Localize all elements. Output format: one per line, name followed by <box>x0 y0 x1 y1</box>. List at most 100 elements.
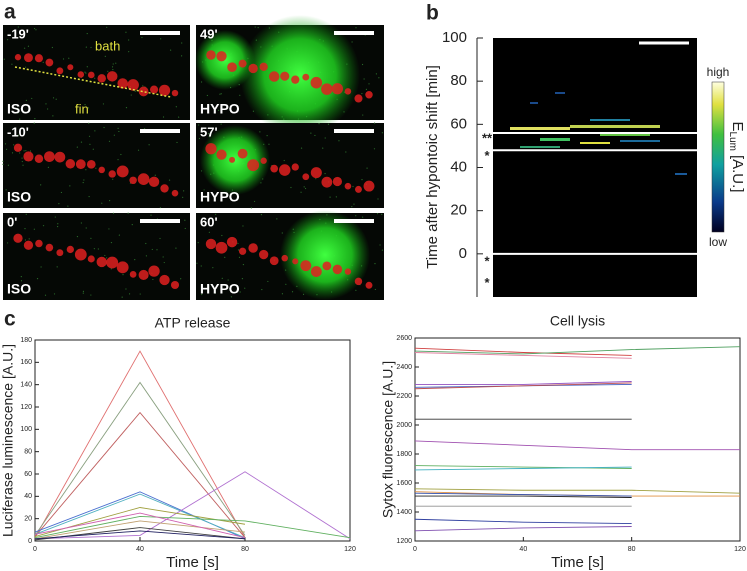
cell <box>270 164 279 173</box>
noise <box>351 206 353 208</box>
noise <box>102 103 105 105</box>
series-line <box>415 381 632 385</box>
noise <box>237 249 240 251</box>
noise <box>60 191 63 194</box>
noise <box>150 214 152 216</box>
noise <box>381 249 384 251</box>
noise <box>197 242 199 244</box>
x-tick-label: 0 <box>413 546 417 553</box>
colorbar-title: ELum [A.U.] <box>727 122 746 193</box>
noise <box>80 141 83 143</box>
noise <box>112 63 114 65</box>
noise <box>69 185 71 187</box>
cell <box>302 73 310 81</box>
cell <box>302 173 310 181</box>
noise <box>221 277 223 280</box>
noise <box>42 61 44 63</box>
noise <box>67 205 69 207</box>
colorbar-high: high <box>707 65 730 79</box>
noise <box>112 212 115 214</box>
y-axis-title: Sytox fluorescence [A.U.] <box>380 361 396 518</box>
noise <box>125 107 128 109</box>
noise <box>34 118 36 120</box>
noise <box>143 128 146 130</box>
fin-line <box>14 66 172 98</box>
cell <box>365 281 373 289</box>
noise <box>168 179 171 181</box>
series-line <box>414 346 741 355</box>
noise <box>112 68 114 71</box>
panel-label: c <box>4 308 16 331</box>
noise <box>17 112 19 114</box>
condition-label: HYPO <box>200 101 240 117</box>
noise <box>355 27 357 29</box>
noise <box>25 150 27 152</box>
condition-label: ISO <box>7 281 31 297</box>
y-tick-label: 2000 <box>396 422 412 429</box>
cell <box>98 166 106 174</box>
noise <box>315 178 317 180</box>
noise <box>242 225 244 227</box>
noise <box>148 144 150 146</box>
noise <box>218 109 220 112</box>
cell <box>158 84 171 96</box>
series-line <box>414 488 741 494</box>
noise <box>175 106 177 108</box>
noise <box>137 149 140 151</box>
noise <box>139 293 141 295</box>
cell <box>108 170 116 178</box>
noise <box>368 83 370 85</box>
cell <box>116 165 129 178</box>
noise <box>84 104 86 106</box>
noise <box>52 97 55 99</box>
noise <box>90 294 92 296</box>
noise <box>108 140 111 142</box>
cell <box>292 258 299 265</box>
y-tick-label: 160 <box>20 359 32 366</box>
noise <box>29 150 32 152</box>
noise <box>94 130 96 132</box>
noise <box>82 290 85 293</box>
noise <box>23 150 25 152</box>
noise <box>381 132 383 134</box>
cell <box>149 85 159 94</box>
noise <box>17 26 19 28</box>
noise <box>5 189 7 191</box>
noise <box>219 93 221 95</box>
x-tick-label: 40 <box>519 546 527 553</box>
noise <box>134 259 136 261</box>
x-tick-label: 80 <box>241 546 249 553</box>
noise <box>169 49 172 51</box>
noise <box>103 126 105 129</box>
noise <box>94 77 96 79</box>
micrograph-bg <box>3 123 190 208</box>
noise <box>362 216 364 218</box>
cell <box>268 71 280 82</box>
noise <box>335 196 337 198</box>
noise <box>89 143 91 145</box>
cell <box>35 239 43 248</box>
cell <box>86 159 96 169</box>
noise <box>92 148 94 150</box>
y-tick-label: 100 <box>20 426 32 433</box>
cell <box>14 54 22 61</box>
noise <box>76 235 79 238</box>
noise <box>56 225 59 228</box>
noise <box>242 263 245 266</box>
noise <box>156 249 158 251</box>
noise <box>310 132 312 134</box>
noise <box>361 63 364 66</box>
time-label: -10' <box>7 124 29 139</box>
noise <box>128 293 131 295</box>
cell <box>215 241 228 254</box>
noise <box>22 164 24 166</box>
noise <box>117 159 119 161</box>
x-tick-label: 120 <box>344 546 356 553</box>
cell <box>227 62 237 73</box>
cell <box>354 277 363 286</box>
noise <box>241 278 244 280</box>
cell <box>97 74 106 83</box>
cell <box>321 176 333 188</box>
y-tick-label: 60 <box>450 115 467 132</box>
